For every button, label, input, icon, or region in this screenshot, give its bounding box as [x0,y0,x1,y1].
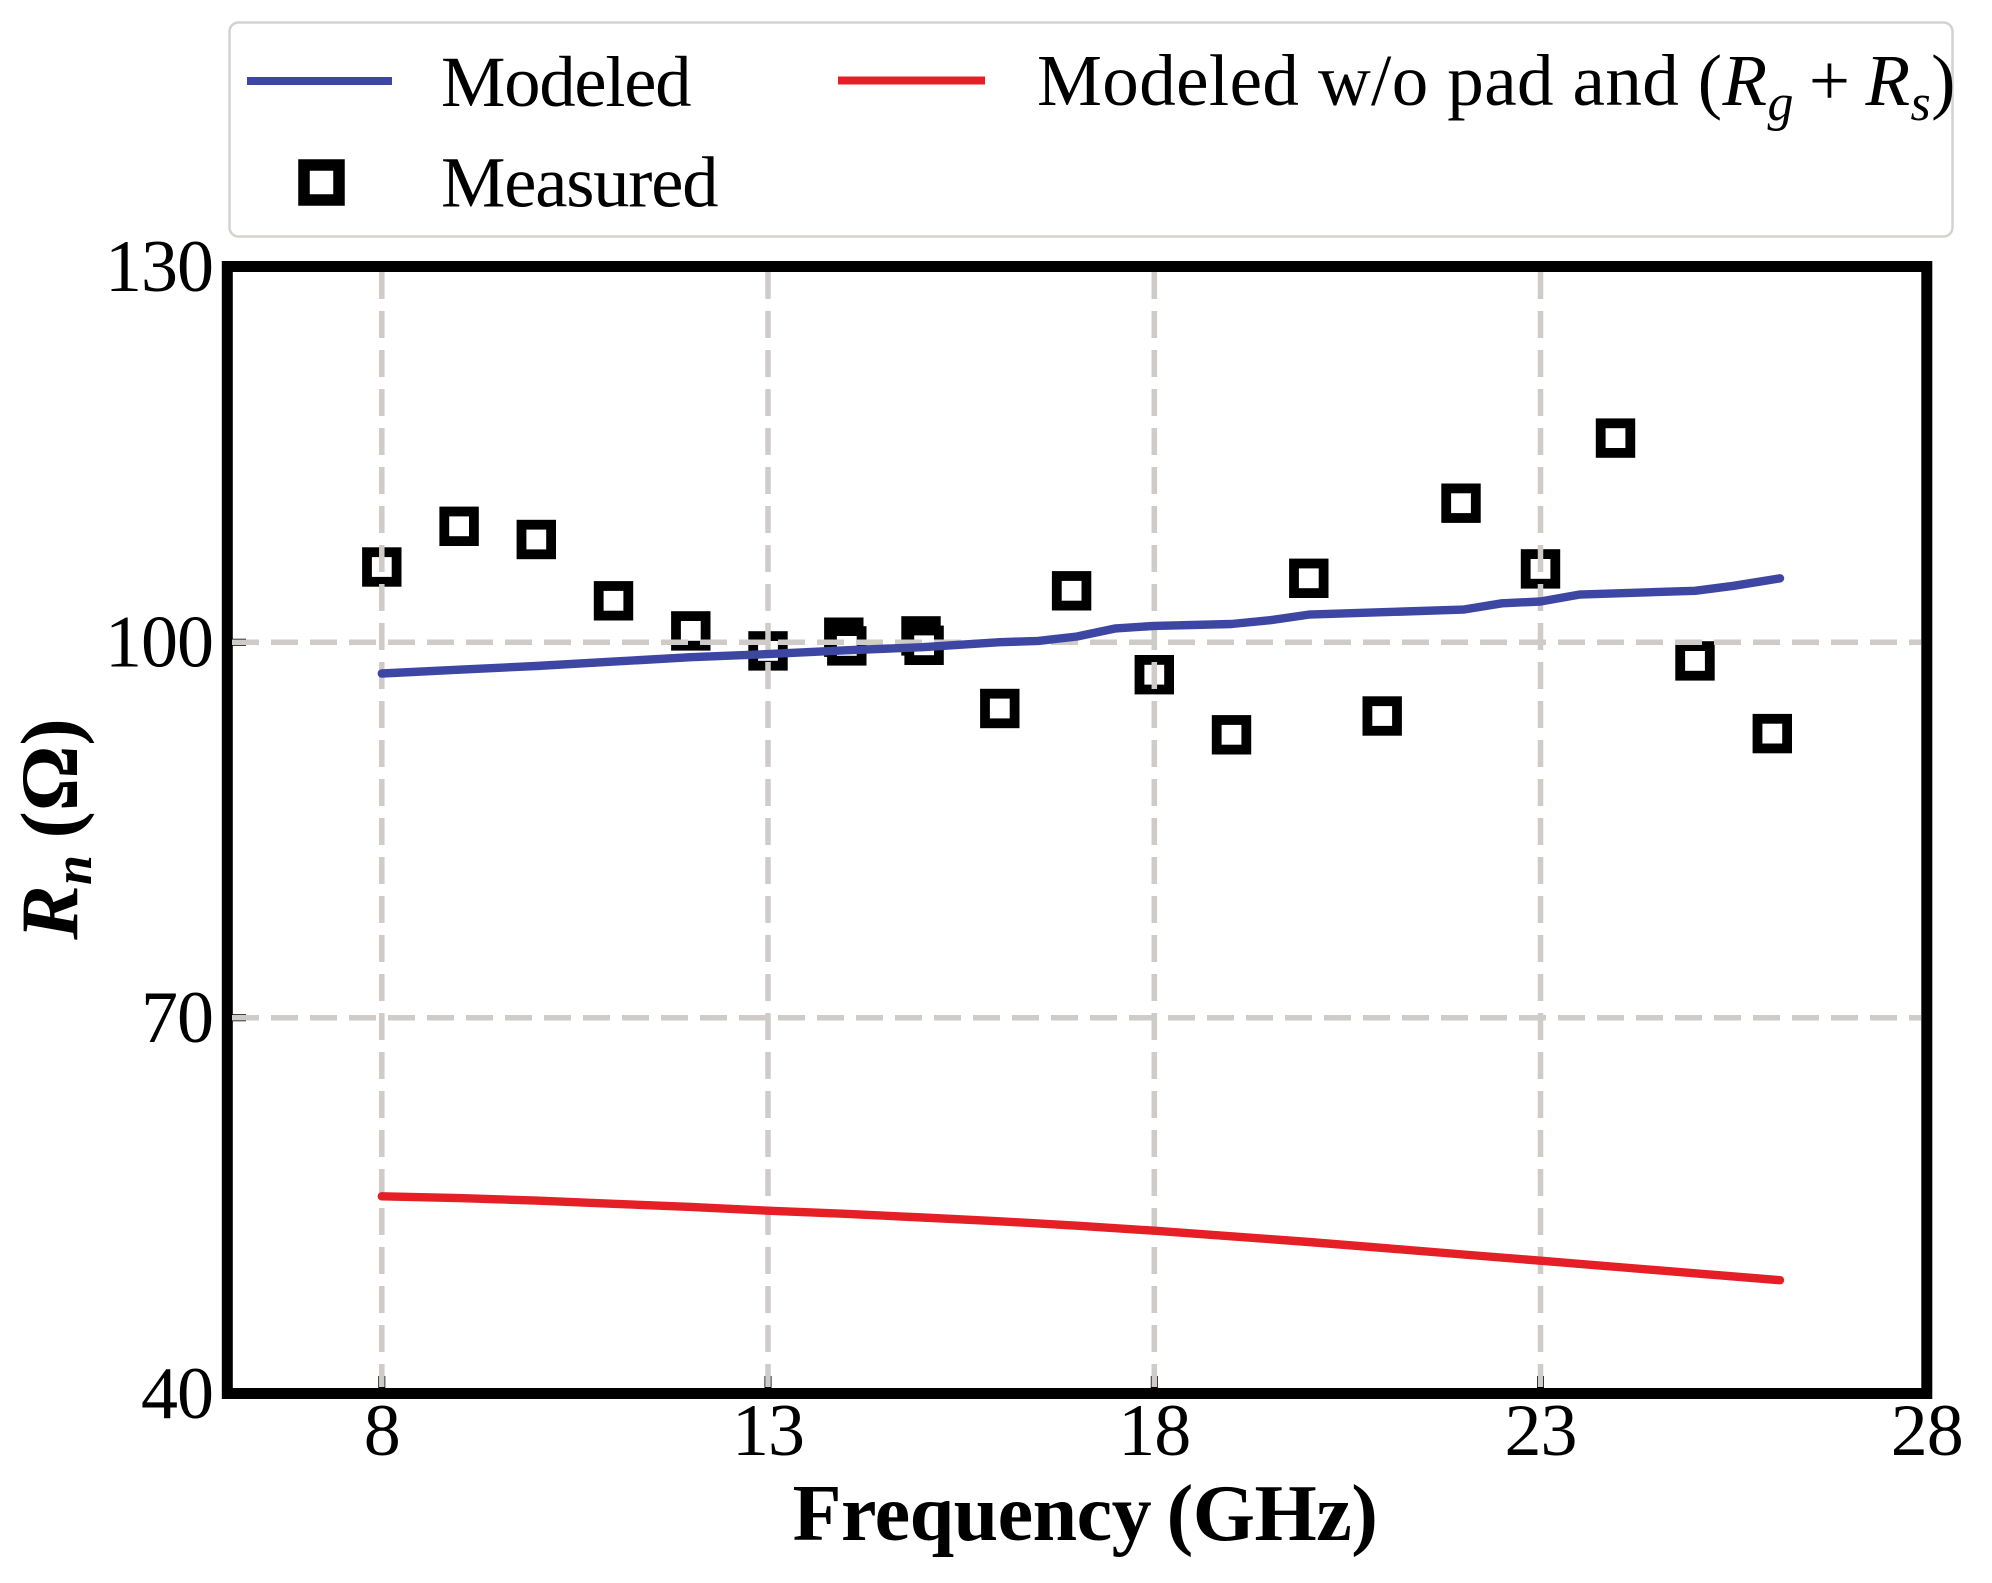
svg-text:Measured: Measured [441,142,718,223]
svg-text:23: 23 [1505,1390,1577,1472]
svg-text:40: 40 [141,1353,213,1435]
svg-text:18: 18 [1118,1390,1190,1472]
svg-text:Modeled: Modeled [441,41,691,122]
svg-text:Rn (Ω): Rn (Ω) [4,718,103,940]
svg-text:100: 100 [105,602,213,684]
svg-text:130: 130 [105,226,213,308]
svg-text:Modeled w/o pad and (Rg + Rs): Modeled w/o pad and (Rg + Rs) [1037,40,1956,132]
svg-text:8: 8 [364,1390,400,1472]
svg-text:70: 70 [141,977,213,1059]
svg-text:Frequency (GHz): Frequency (GHz) [793,1470,1378,1558]
svg-text:13: 13 [732,1390,804,1472]
svg-text:28: 28 [1891,1390,1963,1472]
